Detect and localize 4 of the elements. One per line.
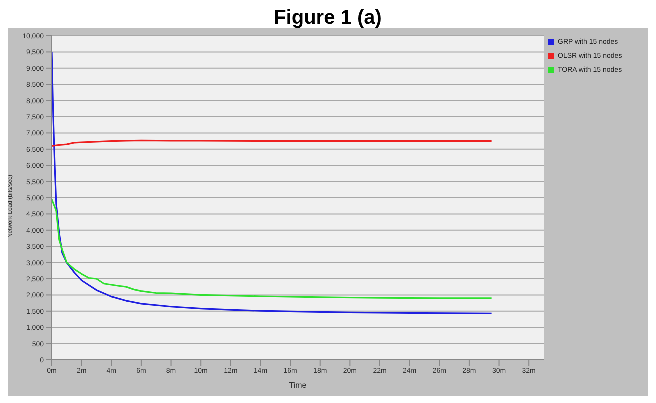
- x-axis-title: Time: [289, 381, 308, 390]
- chart-title: Figure 1 (a): [8, 7, 648, 29]
- line-series: [52, 51, 493, 314]
- line-series: [52, 198, 493, 300]
